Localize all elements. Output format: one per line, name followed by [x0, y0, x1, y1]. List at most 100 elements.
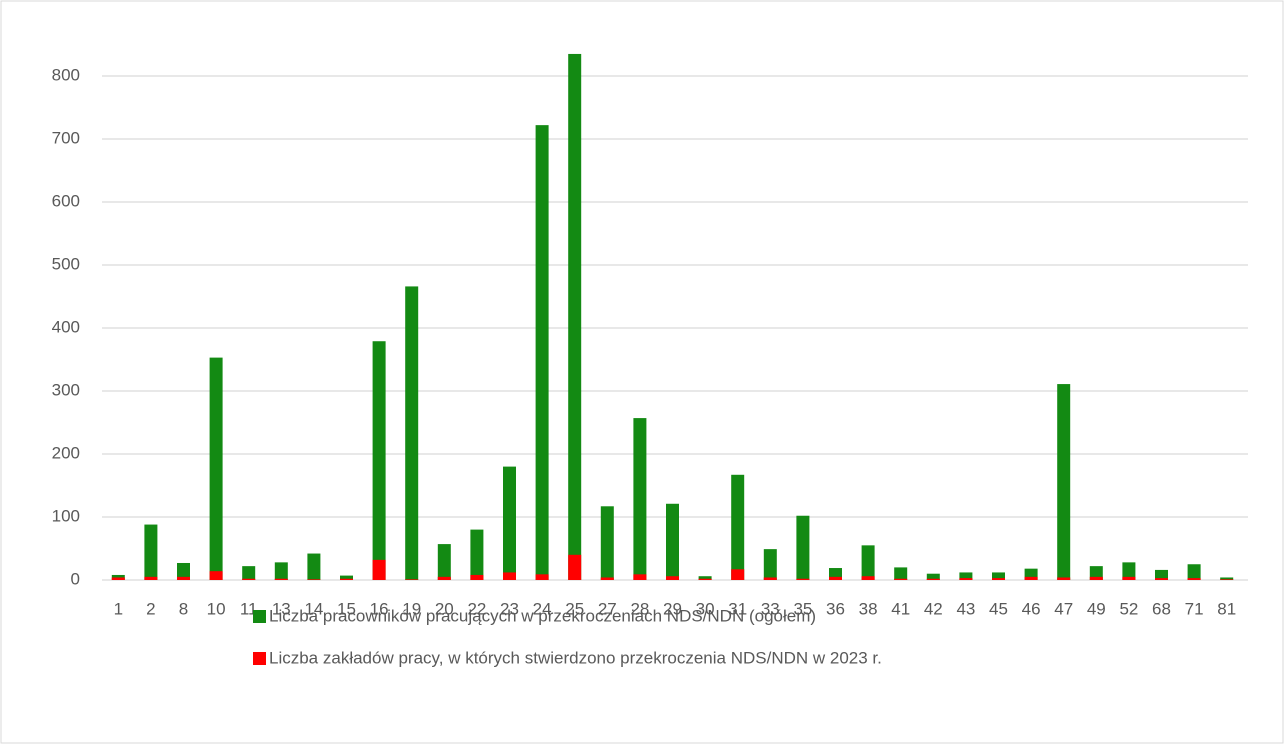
bar: [829, 568, 842, 580]
bar: [992, 578, 1005, 580]
y-tick-label: 500: [52, 254, 80, 273]
bar: [470, 529, 484, 580]
x-tick-label: 23: [500, 599, 519, 618]
x-tick-label: 46: [1022, 599, 1041, 618]
y-tick-label: 100: [52, 506, 80, 525]
bar: [535, 574, 549, 580]
bar: [437, 544, 451, 580]
bar: [405, 579, 419, 580]
bar: [470, 574, 484, 580]
bar: [503, 572, 516, 580]
bar: [503, 466, 516, 580]
x-tick-label: 2: [146, 599, 155, 618]
x-tick-label: 20: [435, 599, 454, 618]
bar: [405, 286, 419, 580]
x-tick-label: 28: [630, 599, 649, 618]
y-tick-label: 600: [52, 191, 80, 210]
x-tick-label: 27: [598, 599, 617, 618]
legend-label: Liczba pracowników pracujących w przekro…: [269, 606, 816, 625]
x-tick-label: 81: [1217, 599, 1236, 618]
x-tick-label: 19: [402, 599, 421, 618]
x-tick-label: 14: [304, 599, 323, 618]
bar: [894, 567, 908, 580]
bar: [1220, 579, 1234, 580]
bar: [926, 573, 940, 580]
x-tick-label: 22: [467, 599, 486, 618]
bar: [307, 579, 321, 580]
bar: [666, 576, 679, 580]
x-tick-label: 8: [179, 599, 188, 618]
bar: [763, 577, 777, 580]
bar: [1089, 576, 1103, 580]
bar: [600, 506, 614, 580]
bar: [372, 559, 386, 580]
x-tick-label: 30: [696, 599, 715, 618]
x-tick-label: 33: [761, 599, 780, 618]
bar: [992, 572, 1005, 580]
x-tick-label: 71: [1185, 599, 1204, 618]
bar: [1155, 578, 1168, 580]
x-tick-label: 13: [272, 599, 291, 618]
legend-swatch: [253, 652, 266, 665]
x-tick-label: 38: [859, 599, 878, 618]
x-tick-label: 31: [728, 599, 747, 618]
bar: [796, 578, 810, 580]
bar: [959, 578, 973, 580]
bar: [1089, 566, 1103, 580]
x-tick-label: 35: [793, 599, 812, 618]
bar: [796, 515, 810, 580]
bar: [209, 357, 223, 580]
x-tick-label: 43: [956, 599, 975, 618]
bar: [1122, 576, 1136, 580]
y-tick-label: 800: [52, 65, 80, 84]
bar: [894, 578, 908, 580]
legend-swatch: [253, 610, 266, 623]
bar: [1220, 577, 1234, 580]
bar: [1122, 562, 1136, 580]
x-tick-label: 47: [1054, 599, 1073, 618]
x-tick-label: 15: [337, 599, 356, 618]
bar: [568, 53, 582, 580]
bar: [274, 562, 288, 580]
bar: [111, 577, 125, 580]
bar: [177, 562, 190, 580]
bar: [829, 576, 842, 580]
bar: [372, 341, 386, 580]
bar: [600, 577, 614, 580]
bar: [633, 418, 647, 580]
x-tick-label: 49: [1087, 599, 1106, 618]
y-tick-label: 400: [52, 317, 80, 336]
bar: [1057, 384, 1071, 580]
bar: [731, 474, 745, 580]
x-tick-label: 68: [1152, 599, 1171, 618]
bar: [340, 578, 353, 580]
y-tick-label: 200: [52, 443, 80, 462]
bar: [144, 576, 158, 580]
bar: [274, 578, 288, 580]
bar: [763, 549, 777, 580]
bar: [535, 125, 549, 580]
x-tick-label: 42: [924, 599, 943, 618]
bar: [242, 578, 256, 580]
bar: [177, 576, 190, 580]
bar: [209, 571, 223, 580]
x-tick-label: 24: [533, 599, 552, 618]
bar: [633, 574, 647, 580]
x-tick-label: 25: [565, 599, 584, 618]
bar: [144, 524, 158, 580]
bar: [307, 553, 321, 580]
bar: [1024, 568, 1038, 580]
bar: [242, 566, 256, 580]
x-tick-label: 29: [663, 599, 682, 618]
bar: [861, 576, 875, 580]
bar: [1187, 564, 1201, 580]
bar: [731, 569, 745, 580]
x-tick-label: 36: [826, 599, 845, 618]
bar: [340, 575, 353, 580]
bar: [698, 578, 712, 580]
bar: [666, 503, 679, 580]
x-tick-label: 1: [114, 599, 123, 618]
x-tick-label: 41: [891, 599, 910, 618]
